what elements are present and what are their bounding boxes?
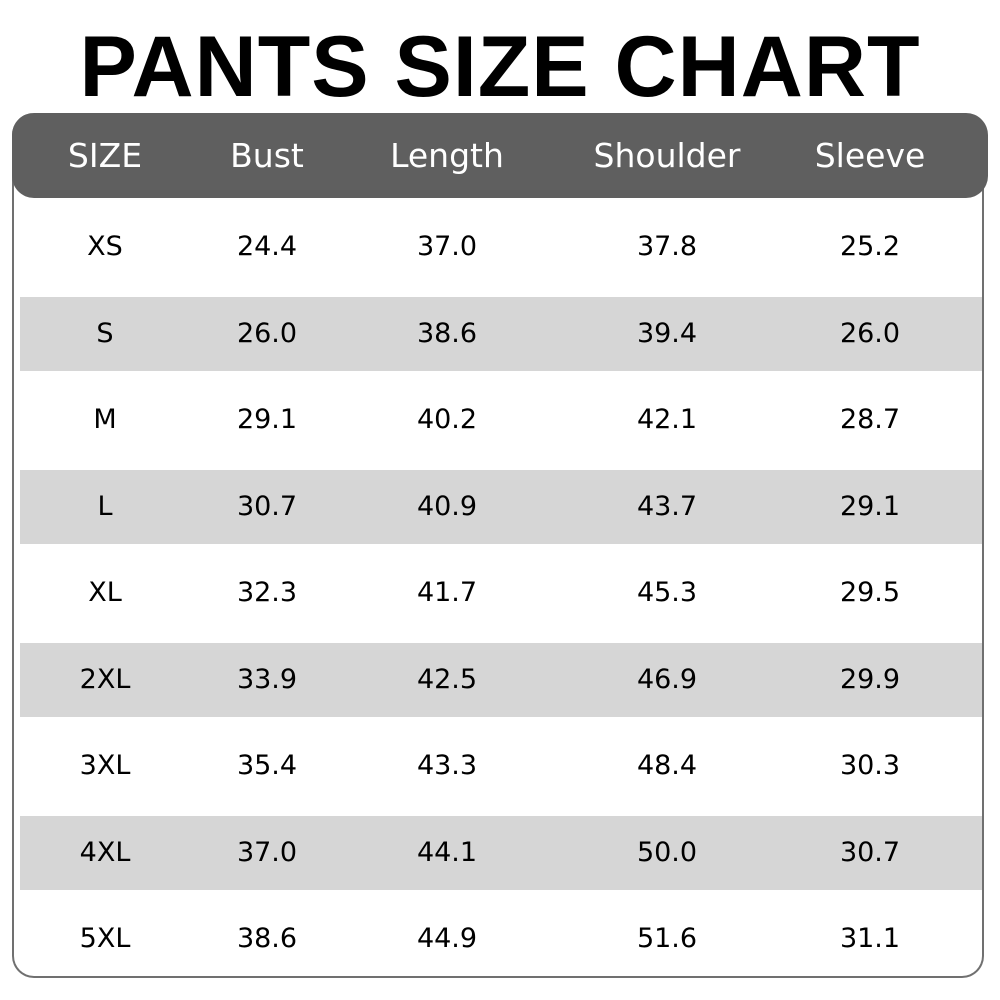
cell-sleeve: 29.5 (839, 577, 901, 608)
table-header: SIZE Bust Length Shoulder Sleeve (12, 113, 988, 198)
cell-sleeve: 29.1 (839, 490, 901, 522)
table-row: L 30.7 40.9 43.7 29.1 (0, 464, 1000, 550)
cell-size: 4XL (79, 836, 131, 868)
cell-shoulder: 51.6 (636, 923, 698, 954)
row-stripe (20, 642, 982, 717)
cell-shoulder: 50.0 (636, 836, 698, 868)
cell-size: 2XL (79, 663, 131, 695)
cell-bust: 35.4 (236, 750, 298, 781)
column-header-shoulder: Shoulder (593, 136, 741, 175)
cell-shoulder: 42.1 (636, 404, 698, 435)
cell-shoulder: 48.4 (636, 750, 698, 781)
table-row: XS 24.4 37.0 37.8 25.2 (0, 204, 1000, 290)
row-stripe (20, 296, 982, 371)
cell-length: 40.2 (416, 404, 478, 435)
cell-bust: 33.9 (236, 663, 298, 695)
cell-bust: 29.1 (236, 404, 298, 435)
column-header-sleeve: Sleeve (814, 136, 926, 175)
cell-length: 42.5 (416, 663, 478, 695)
cell-length: 43.3 (416, 750, 478, 781)
cell-length: 44.1 (416, 836, 478, 868)
cell-sleeve: 29.9 (839, 663, 901, 695)
cell-size: S (96, 317, 114, 349)
cell-shoulder: 37.8 (636, 231, 698, 262)
column-header-bust: Bust (230, 136, 304, 175)
cell-bust: 30.7 (236, 490, 298, 522)
cell-sleeve: 31.1 (839, 923, 901, 954)
cell-sleeve: 30.7 (839, 836, 901, 868)
cell-bust: 37.0 (236, 836, 298, 868)
table-row: 4XL 37.0 44.1 50.0 30.7 (0, 810, 1000, 896)
cell-size: 3XL (79, 750, 131, 781)
table-row: XL 32.3 41.7 45.3 29.5 (0, 550, 1000, 636)
cell-sleeve: 25.2 (839, 231, 901, 262)
size-table (12, 113, 984, 978)
row-stripe (20, 469, 982, 544)
cell-length: 38.6 (416, 317, 478, 349)
cell-length: 41.7 (416, 577, 478, 608)
cell-shoulder: 45.3 (636, 577, 698, 608)
cell-sleeve: 30.3 (839, 750, 901, 781)
cell-length: 37.0 (416, 231, 478, 262)
cell-length: 44.9 (416, 923, 478, 954)
cell-sleeve: 28.7 (839, 404, 901, 435)
table-row: 2XL 33.9 42.5 46.9 29.9 (0, 637, 1000, 723)
row-stripe (20, 815, 982, 890)
cell-size: 5XL (79, 923, 131, 954)
cell-sleeve: 26.0 (839, 317, 901, 349)
table-row: M 29.1 40.2 42.1 28.7 (0, 377, 1000, 463)
cell-size: XS (87, 231, 123, 262)
table-row: S 26.0 38.6 39.4 26.0 (0, 291, 1000, 377)
table-row: 5XL 38.6 44.9 51.6 31.1 (0, 896, 1000, 982)
column-header-size: SIZE (67, 136, 143, 175)
cell-bust: 24.4 (236, 231, 298, 262)
column-header-length: Length (390, 136, 504, 175)
table-row: 3XL 35.4 43.3 48.4 30.3 (0, 723, 1000, 809)
cell-bust: 38.6 (236, 923, 298, 954)
cell-size: L (97, 490, 113, 522)
cell-length: 40.9 (416, 490, 478, 522)
cell-bust: 32.3 (236, 577, 298, 608)
cell-shoulder: 46.9 (636, 663, 698, 695)
cell-size: M (93, 404, 117, 435)
cell-shoulder: 43.7 (636, 490, 698, 522)
page-title: PANTS SIZE CHART (79, 19, 921, 115)
cell-bust: 26.0 (236, 317, 298, 349)
cell-shoulder: 39.4 (636, 317, 698, 349)
cell-size: XL (88, 577, 122, 608)
